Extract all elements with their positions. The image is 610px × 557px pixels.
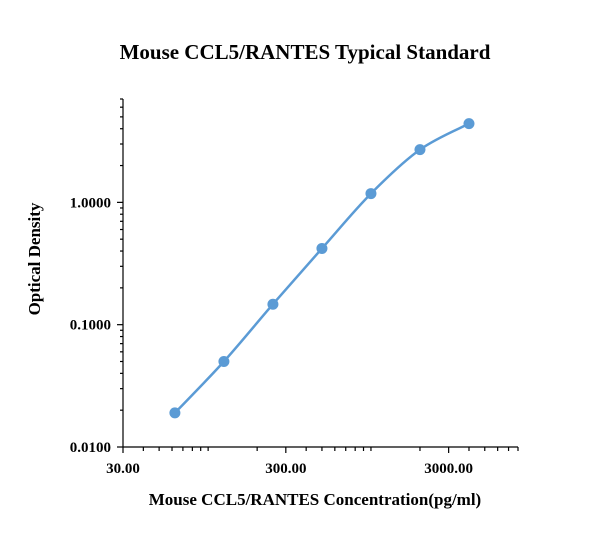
data-point [169,407,181,419]
series-line [173,122,470,414]
data-point [463,118,475,130]
data-point [414,144,426,156]
data-point [365,188,377,200]
x-axis-title: Mouse CCL5/RANTES Concentration(pg/ml) [149,490,481,509]
x-tick-label: 30.00 [106,461,140,477]
data-point [267,298,279,310]
chart-title: Mouse CCL5/RANTES Typical Standard [120,40,491,64]
y-axis-tick-labels: 0.0100 0.1000 1.0000 [70,195,111,456]
x-axis-ticks [122,447,519,453]
x-tick-label: 300.00 [265,461,306,477]
x-axis-tick-labels: 30.00 300.00 3000.00 [106,461,473,477]
data-point [218,356,230,368]
x-tick-label: 3000.00 [424,461,473,477]
y-tick-label: 0.0100 [70,440,111,456]
y-axis-title: Optical Density [25,202,44,315]
y-axis-ticks [117,98,123,448]
series-points [169,118,475,419]
data-point [316,242,328,254]
y-tick-label: 0.1000 [70,318,111,334]
y-tick-label: 1.0000 [70,195,111,211]
